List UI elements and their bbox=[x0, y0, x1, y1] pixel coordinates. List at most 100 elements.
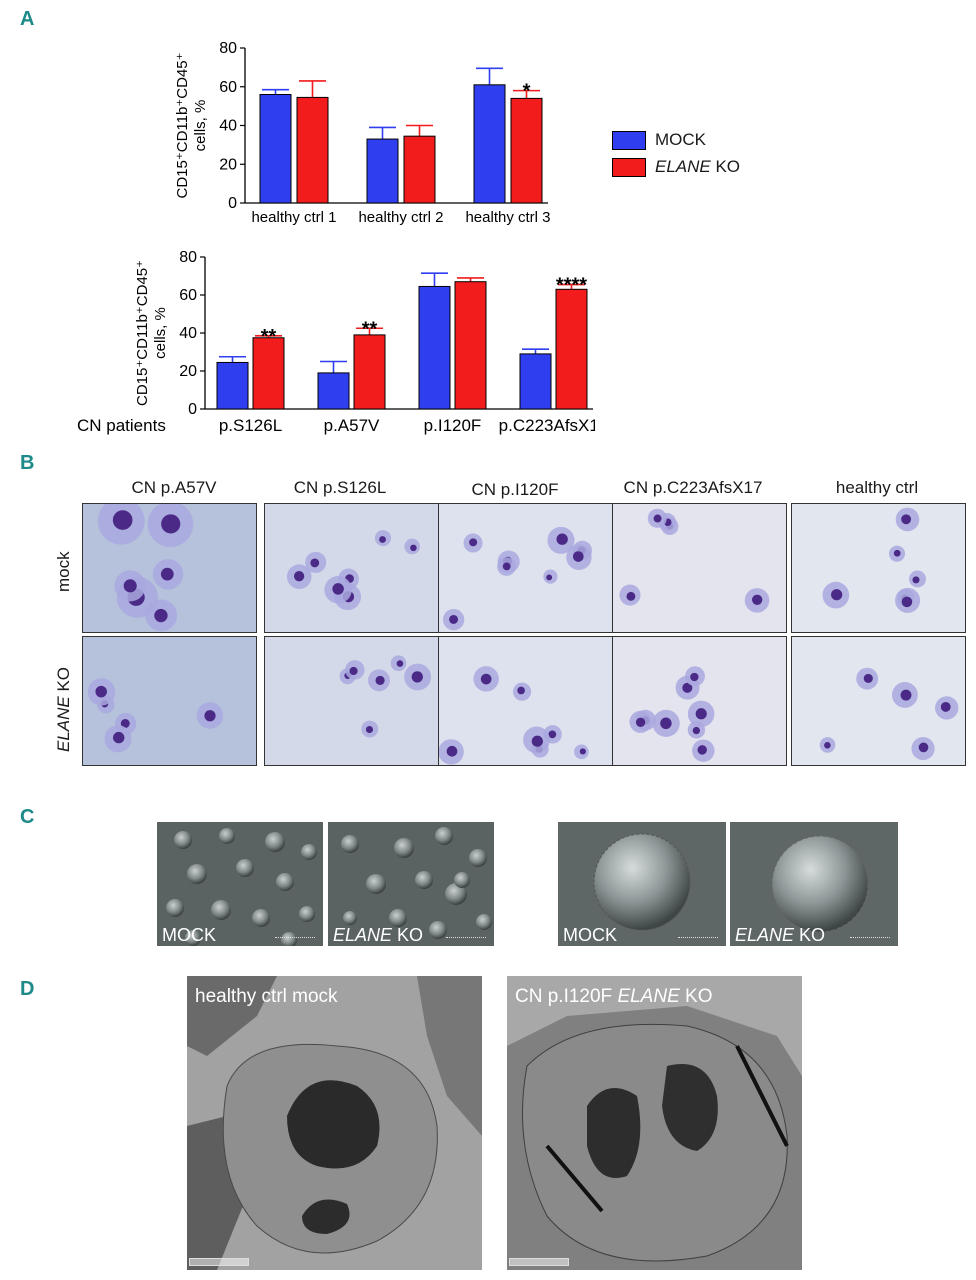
micrograph-image bbox=[439, 666, 589, 765]
x-tick-label: p.I120F bbox=[424, 416, 482, 435]
cell-nucleus bbox=[469, 538, 478, 547]
sem-ko-overview-image bbox=[341, 827, 492, 939]
tem-healthy-mock-label: healthy ctrl mock bbox=[195, 986, 338, 1007]
col-head-a57v: CN p.A57V bbox=[131, 478, 217, 497]
cell-nucleus bbox=[918, 742, 929, 753]
cell-nucleus bbox=[692, 726, 701, 735]
micrograph-ko-5 bbox=[791, 636, 966, 766]
y-tick-label: 20 bbox=[179, 363, 197, 380]
cell-nucleus bbox=[113, 731, 125, 744]
micrograph-image bbox=[822, 507, 926, 613]
cell-nucleus bbox=[123, 579, 137, 593]
tem-cn-ko: CN p.I120F ELANE KO bbox=[507, 976, 802, 1270]
cell-nucleus bbox=[912, 576, 920, 584]
cell-nucleus bbox=[572, 551, 584, 562]
cell-nucleus bbox=[95, 685, 107, 698]
bar bbox=[317, 372, 350, 410]
bar bbox=[418, 285, 451, 410]
cell-nucleus bbox=[901, 514, 912, 525]
x-row-label: CN patients bbox=[77, 416, 166, 435]
x-tick-label: healthy ctrl 2 bbox=[358, 209, 443, 226]
panel-letter-b: B bbox=[20, 452, 35, 474]
y-tick-label: 40 bbox=[179, 325, 197, 342]
cell-nucleus bbox=[446, 745, 458, 757]
bar bbox=[555, 288, 588, 410]
y-axis-label: CD15⁺CD11b⁺CD45⁺cells, % bbox=[174, 52, 209, 198]
cell-nucleus bbox=[653, 514, 662, 523]
cell-nucleus bbox=[556, 533, 568, 545]
cell-nucleus bbox=[365, 725, 374, 734]
bar-chart-cn-patients: 0 20 40 60 80 CD15⁺CD11b⁺CD45⁺cells, % p.S126L… bbox=[77, 249, 595, 435]
micrograph-image bbox=[286, 530, 420, 611]
cell-nucleus bbox=[695, 708, 707, 720]
micrograph-image bbox=[629, 666, 715, 762]
sem-mock-label: MOCK bbox=[162, 925, 216, 945]
tem-scalebar bbox=[509, 1258, 569, 1266]
y-axis-label: CD15⁺CD11b⁺CD45⁺cells, % bbox=[134, 260, 169, 406]
cell-nucleus bbox=[411, 671, 423, 683]
y-tick-label: 80 bbox=[219, 40, 237, 57]
cell-nucleus bbox=[310, 558, 320, 568]
bar bbox=[252, 337, 285, 410]
cell-nucleus bbox=[161, 514, 181, 534]
col-head-healthy: healthy ctrl bbox=[835, 478, 919, 497]
cell-nucleus bbox=[900, 689, 912, 701]
cell-nucleus bbox=[204, 710, 216, 722]
cell-nucleus bbox=[940, 701, 951, 712]
x-tick-label: p.C223AfsX17 bbox=[499, 416, 595, 435]
micrograph-ko-2 bbox=[264, 636, 439, 766]
legend-item-mock: MOCK bbox=[612, 128, 740, 152]
sem-ko-label: ELANE KO bbox=[333, 925, 424, 945]
cell-nucleus bbox=[635, 717, 646, 727]
micrograph-image bbox=[819, 667, 959, 761]
col-head-c223: CN p.C223AfsX17 bbox=[623, 478, 763, 497]
y-axis-label-line2: cells, % bbox=[152, 307, 169, 359]
micrograph-mock-2 bbox=[264, 503, 439, 633]
cell-nucleus bbox=[160, 567, 174, 581]
significance-mark: * bbox=[523, 81, 531, 103]
panel-letter-a: A bbox=[20, 8, 35, 30]
x-tick-label: healthy ctrl 1 bbox=[251, 209, 336, 226]
y-tick-label: 0 bbox=[228, 195, 237, 212]
y-axis-label-line1: CD15⁺CD11b⁺CD45⁺ bbox=[174, 52, 191, 198]
bar bbox=[454, 281, 487, 410]
legend-label-ko: ELANE KO bbox=[655, 157, 741, 176]
cell-nucleus bbox=[120, 719, 130, 728]
tem-cn-ko-label: CN p.I120F ELANE KO bbox=[515, 986, 713, 1007]
legend-swatch-ko bbox=[612, 157, 646, 177]
cell-nucleus bbox=[752, 594, 763, 605]
cell-nucleus bbox=[154, 608, 168, 623]
y-tick-label: 40 bbox=[219, 118, 237, 135]
bar bbox=[216, 361, 249, 410]
bar bbox=[296, 96, 329, 204]
bar bbox=[510, 97, 543, 204]
cell-nucleus bbox=[293, 571, 305, 582]
sem-mock-overview: MOCK bbox=[157, 822, 323, 946]
sem-mock-closeup-image bbox=[593, 833, 691, 931]
cell-nucleus bbox=[396, 660, 404, 667]
bar bbox=[519, 353, 552, 410]
cell-nucleus bbox=[901, 596, 913, 608]
cell-nucleus bbox=[863, 673, 873, 684]
micrograph-mock-4 bbox=[612, 503, 787, 633]
row-label-mock: mock bbox=[54, 551, 73, 592]
bar bbox=[366, 138, 399, 204]
micrograph-mock-1 bbox=[82, 503, 257, 633]
legend-label-mock: MOCK bbox=[655, 130, 706, 149]
micrograph-image bbox=[87, 678, 224, 753]
y-tick-label: 80 bbox=[179, 249, 197, 266]
cell-nucleus bbox=[449, 614, 459, 624]
cell-nucleus bbox=[375, 675, 385, 686]
cell-nucleus bbox=[893, 549, 901, 557]
x-tick-label: healthy ctrl 3 bbox=[465, 209, 550, 226]
y-tick-label: 20 bbox=[219, 156, 237, 173]
sem-ko-closeup: ELANE KO bbox=[730, 822, 898, 946]
cell-nucleus bbox=[480, 673, 492, 685]
legend-swatch-mock bbox=[612, 130, 646, 150]
sem-scalebar bbox=[275, 937, 315, 938]
cell-nucleus bbox=[349, 666, 358, 676]
tem-scalebar bbox=[189, 1258, 249, 1266]
sem-mock-closeup: MOCK bbox=[558, 822, 726, 946]
y-axis-label-line2: cells, % bbox=[192, 100, 209, 152]
bar bbox=[403, 135, 436, 204]
